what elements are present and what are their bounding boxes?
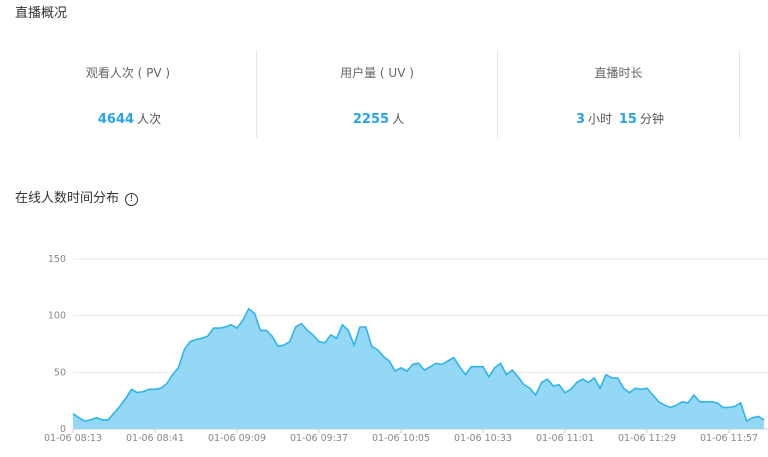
stat-uv-value: 2255 — [352, 112, 390, 127]
chart-title: 在线人数时间分布 — [15, 191, 120, 206]
duration-minutes-unit: 分钟 — [639, 112, 664, 126]
stat-duration-label: 直播时长 — [594, 66, 643, 80]
x-tick-label: 01-06 10:33 — [454, 433, 512, 444]
duration-hours: 3 — [576, 112, 586, 127]
info-circle-icon[interactable]: ! — [125, 193, 139, 206]
y-tick-label: 50 — [54, 367, 66, 378]
stat-pv-unit: 人次 — [137, 112, 162, 126]
x-tick-label: 01-06 09:37 — [290, 433, 348, 444]
stats-row: 观看人次 ( PV ) 4644 人次 用户量 ( UV ) 2255 人 直播时长… — [0, 50, 768, 138]
divider — [497, 50, 498, 138]
chart-title-row: 在线人数时间分布! — [15, 187, 139, 206]
x-tick-label: 01-06 08:41 — [126, 433, 184, 444]
divider — [256, 50, 257, 138]
area-fill — [73, 308, 765, 429]
stat-duration: 直播时长 3 小时 15 分钟 — [498, 50, 739, 138]
y-tick-label: 100 — [48, 311, 66, 322]
y-tick-label: 0 — [60, 424, 66, 435]
x-tick-label: 01-06 08:13 — [44, 433, 102, 444]
x-tick-label: 01-06 11:01 — [536, 433, 594, 444]
x-tick-label: 01-06 10:05 — [372, 433, 430, 444]
y-tick-label: 150 — [48, 254, 66, 265]
divider — [739, 50, 740, 138]
stat-pv-label: 观看人次 ( PV ) — [85, 66, 171, 80]
stat-uv: 用户量 ( UV ) 2255 人 — [257, 50, 497, 138]
duration-hours-unit: 小时 — [588, 112, 613, 126]
x-tick-label: 01-06 11:29 — [618, 433, 676, 444]
page-title: 直播概况 — [15, 6, 68, 21]
stat-uv-unit: 人 — [392, 112, 405, 126]
x-tick-label: 01-06 11:57 — [700, 433, 758, 444]
stat-pv: 观看人次 ( PV ) 4644 人次 — [0, 50, 256, 138]
stat-uv-label: 用户量 ( UV ) — [340, 66, 414, 80]
x-tick-label: 01-06 09:09 — [208, 433, 266, 444]
duration-minutes: 15 — [618, 112, 637, 127]
stat-pv-value: 4644 — [97, 112, 135, 127]
